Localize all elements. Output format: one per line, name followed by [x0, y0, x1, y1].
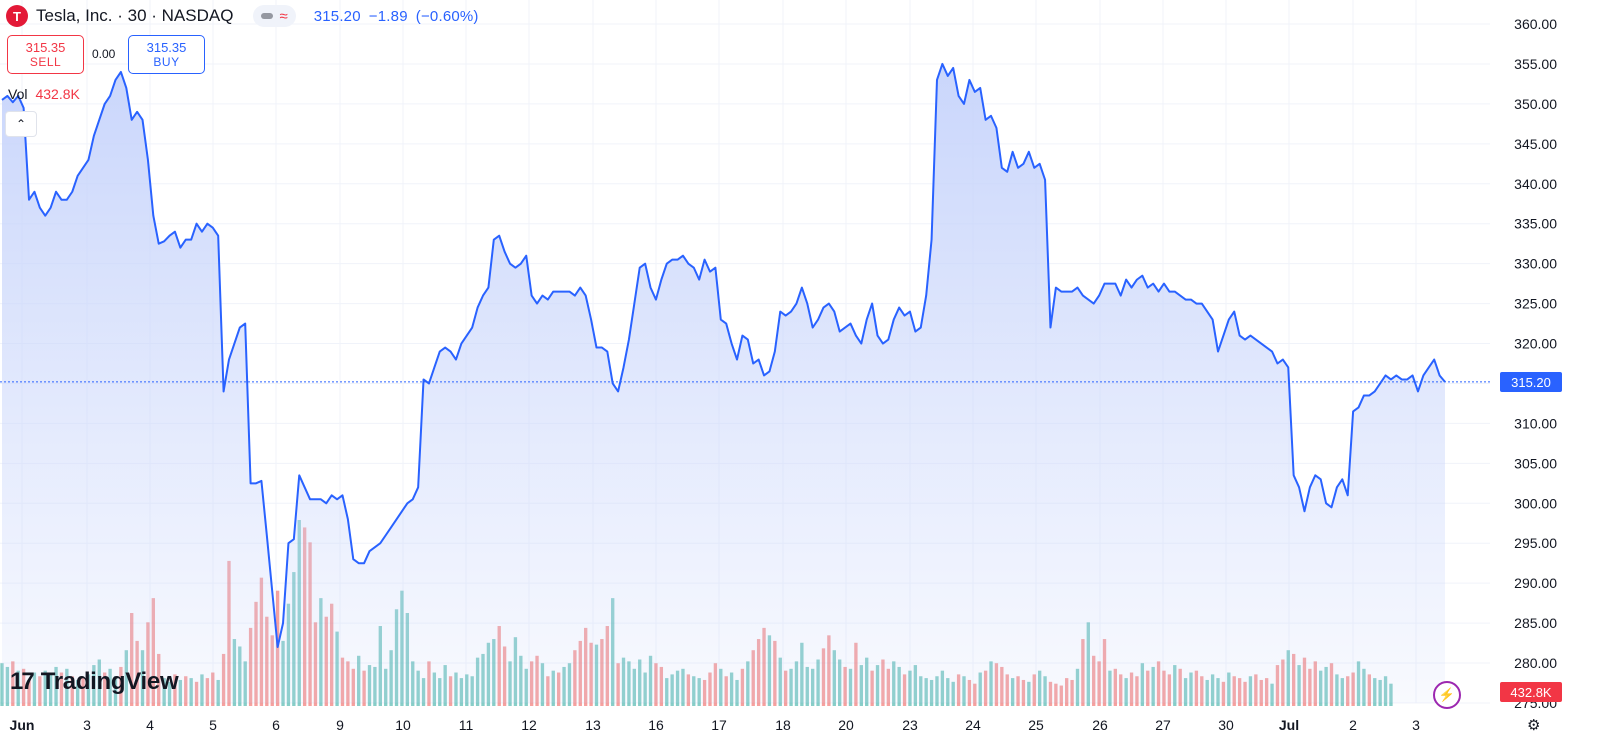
y-tick-label: 290.00 — [1514, 575, 1557, 591]
x-tick-label: 2 — [1349, 717, 1357, 733]
collapse-legend-button[interactable]: ⌃ — [5, 111, 37, 137]
x-tick-label: 4 — [146, 717, 154, 733]
chart-status-pill[interactable]: ≈ — [253, 5, 296, 27]
quote-readout: 315.20 −1.89 (−0.60%) — [314, 8, 487, 25]
buy-button[interactable]: 315.35 BUY — [128, 35, 205, 74]
x-tick-label: 5 — [209, 717, 217, 733]
volume-value: 432.8K — [35, 86, 80, 102]
market-status-icon — [261, 13, 274, 19]
price-change: −1.89 — [368, 7, 408, 25]
x-tick-label: Jul — [1279, 717, 1299, 733]
y-tick-label: 360.00 — [1514, 16, 1557, 32]
y-tick-label: 355.00 — [1514, 56, 1557, 72]
y-tick-label: 325.00 — [1514, 296, 1557, 312]
y-tick-label: 350.00 — [1514, 96, 1557, 112]
volume-bar — [0, 663, 4, 706]
x-tick-label: 12 — [521, 717, 537, 733]
y-tick-label: 295.00 — [1514, 535, 1557, 551]
x-tick-label: 9 — [336, 717, 344, 733]
buy-price: 315.35 — [146, 39, 187, 55]
tradingview-logo[interactable]: 17 TradingView — [10, 668, 179, 696]
data-delay-icon: ≈ — [279, 7, 288, 25]
tradingview-mark-icon: 17 — [10, 668, 35, 695]
symbol-title[interactable]: Tesla, Inc. · 30 · NASDAQ — [36, 6, 234, 25]
price-line — [1, 62, 1446, 649]
y-tick-label: 335.00 — [1514, 216, 1557, 232]
y-tick-label: 300.00 — [1514, 495, 1557, 511]
x-tick-label: 26 — [1092, 717, 1108, 733]
last-price: 315.20 — [313, 7, 361, 25]
price-area-fill — [2, 63, 1445, 703]
tesla-logo-icon[interactable]: T — [6, 5, 28, 27]
symbol-header: T Tesla, Inc. · 30 · NASDAQ ≈ 315.20 −1.8… — [6, 4, 487, 28]
time-axis: Jun 3 4 5 6 9 10 11 12 13 16 17 18 20 23 24 25 26 27 30 Jul 2… — [10, 717, 1421, 733]
price-change-percent: (−0.60%) — [415, 7, 479, 25]
volume-label: Vol — [8, 86, 28, 102]
x-tick-label: 24 — [965, 717, 981, 733]
spread-value: 0.00 — [92, 47, 116, 61]
y-tick-label: 330.00 — [1514, 256, 1557, 272]
y-tick-label: 285.00 — [1514, 615, 1557, 631]
x-tick-label: Jun — [10, 717, 35, 733]
x-tick-label: 3 — [83, 717, 91, 733]
chevron-up-icon: ⌃ — [15, 117, 27, 131]
current-price-tag: 315.20 — [1500, 372, 1562, 392]
buy-label: BUY — [153, 54, 180, 69]
lightning-icon[interactable]: ⚡ — [1433, 681, 1461, 709]
x-tick-label: 23 — [902, 717, 918, 733]
x-tick-label: 25 — [1028, 717, 1044, 733]
x-tick-label: 11 — [459, 717, 474, 733]
price-area — [0, 62, 1490, 703]
y-tick-label: 280.00 — [1514, 655, 1557, 671]
y-tick-label: 310.00 — [1514, 415, 1557, 431]
x-tick-label: 17 — [711, 717, 727, 733]
sell-button[interactable]: 315.35 SELL — [7, 35, 84, 74]
sell-price: 315.35 — [25, 39, 66, 55]
x-tick-label: 27 — [1155, 717, 1171, 733]
y-tick-label: 340.00 — [1514, 176, 1557, 192]
sell-label: SELL — [29, 54, 62, 69]
y-tick-label: 320.00 — [1514, 336, 1557, 352]
x-tick-label: 20 — [838, 717, 854, 733]
x-tick-label: 30 — [1218, 717, 1234, 733]
volume-legend[interactable]: Vol 432.8K — [8, 86, 80, 102]
x-tick-label: 13 — [585, 717, 601, 733]
x-tick-label: 16 — [648, 717, 664, 733]
x-tick-label: 3 — [1412, 717, 1420, 733]
price-axis: 275.00280.00285.00290.00295.00300.00305.… — [1514, 16, 1557, 711]
current-volume-tag: 432.8K — [1500, 682, 1562, 702]
x-tick-label: 10 — [395, 717, 411, 733]
x-tick-label: 18 — [775, 717, 791, 733]
tradingview-wordmark: TradingView — [40, 668, 179, 695]
y-tick-label: 345.00 — [1514, 136, 1557, 152]
settings-icon[interactable]: ⚙ — [1527, 717, 1541, 734]
x-tick-label: 6 — [272, 717, 280, 733]
y-tick-label: 305.00 — [1514, 455, 1557, 471]
